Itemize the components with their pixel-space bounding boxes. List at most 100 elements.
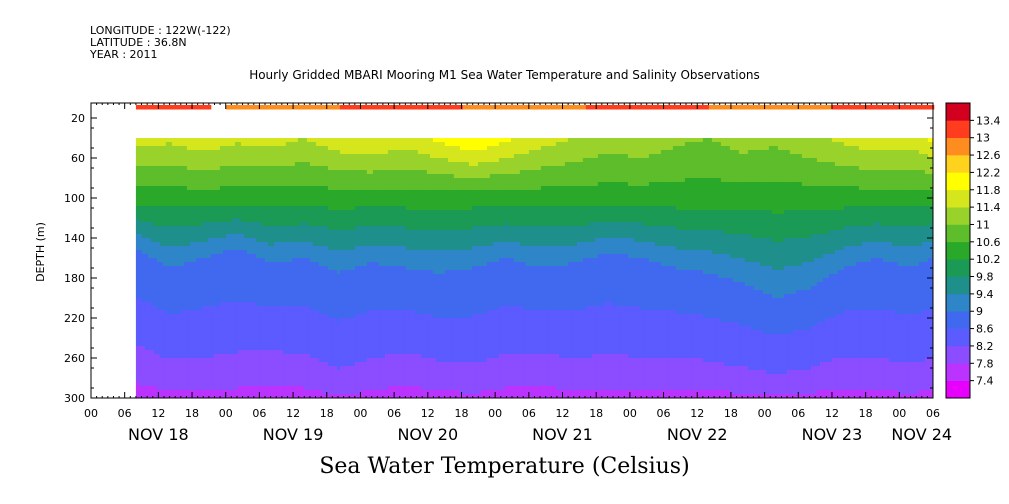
field-cell <box>241 142 244 146</box>
field-cell <box>205 230 208 234</box>
field-cell <box>289 186 292 190</box>
field-cell <box>163 238 166 242</box>
field-cell <box>208 202 211 206</box>
field-cell <box>160 346 163 350</box>
field-cell <box>292 378 295 382</box>
field-cell <box>310 262 313 266</box>
field-cell <box>199 302 202 306</box>
field-cell <box>226 230 229 234</box>
field-cell <box>208 370 211 374</box>
field-cell <box>364 326 367 330</box>
field-cell <box>319 346 322 350</box>
field-cell <box>175 174 178 178</box>
field-cell <box>280 218 283 222</box>
field-cell <box>337 198 340 202</box>
field-cell <box>205 330 208 334</box>
field-cell <box>160 190 163 194</box>
field-cell <box>295 274 298 278</box>
field-cell <box>169 350 172 354</box>
field-cell <box>301 226 304 230</box>
field-cell <box>289 230 292 234</box>
field-cell <box>256 278 259 282</box>
field-cell <box>184 218 187 222</box>
field-cell <box>265 286 268 290</box>
field-cell <box>241 150 244 154</box>
field-cell <box>229 250 232 254</box>
field-cell <box>220 234 223 238</box>
field-cell <box>316 322 319 326</box>
field-cell <box>295 382 298 386</box>
field-cell <box>211 306 214 310</box>
field-cell <box>346 338 349 342</box>
field-cell <box>187 274 190 278</box>
field-cell <box>358 170 361 174</box>
field-cell <box>304 174 307 178</box>
field-cell <box>334 170 337 174</box>
field-cell <box>208 354 211 358</box>
field-cell <box>190 158 193 162</box>
field-cell <box>328 170 331 174</box>
field-cell <box>181 370 184 374</box>
field-cell <box>277 234 280 238</box>
field-cell <box>253 266 256 270</box>
field-cell <box>199 306 202 310</box>
field-cell <box>235 374 238 378</box>
field-cell <box>187 330 190 334</box>
field-cell <box>184 342 187 346</box>
field-cell <box>178 362 181 366</box>
field-cell <box>214 330 217 334</box>
field-cell <box>256 182 259 186</box>
field-cell <box>172 306 175 310</box>
field-cell <box>181 258 184 262</box>
field-cell <box>163 162 166 166</box>
field-cell <box>262 362 265 366</box>
field-cell <box>259 250 262 254</box>
field-cell <box>193 282 196 286</box>
field-cell <box>346 314 349 318</box>
field-cell <box>268 250 271 254</box>
field-cell <box>151 154 154 158</box>
field-cell <box>274 214 277 218</box>
field-cell <box>346 322 349 326</box>
field-cell <box>181 374 184 378</box>
field-cell <box>349 362 352 366</box>
field-cell <box>322 142 325 146</box>
field-cell <box>325 274 328 278</box>
field-cell <box>226 358 229 362</box>
field-cell <box>238 266 241 270</box>
field-cell <box>304 222 307 226</box>
field-cell <box>154 150 157 154</box>
field-cell <box>163 146 166 150</box>
field-cell <box>322 266 325 270</box>
field-cell <box>157 358 160 362</box>
field-cell <box>220 322 223 326</box>
field-cell <box>253 382 256 386</box>
field-cell <box>178 234 181 238</box>
field-cell <box>352 158 355 162</box>
field-cell <box>361 230 364 234</box>
field-cell <box>235 334 238 338</box>
field-cell <box>343 214 346 218</box>
field-cell <box>178 170 181 174</box>
field-cell <box>148 390 151 394</box>
field-cell <box>163 174 166 178</box>
field-cell <box>289 362 292 366</box>
field-cell <box>208 242 211 246</box>
field-cell <box>166 270 169 274</box>
field-cell <box>145 238 148 242</box>
field-cell <box>253 182 256 186</box>
field-cell <box>262 354 265 358</box>
field-cell <box>346 226 349 230</box>
field-cell <box>235 178 238 182</box>
field-cell <box>247 390 250 394</box>
field-cell <box>328 354 331 358</box>
field-cell <box>214 290 217 294</box>
field-cell <box>274 282 277 286</box>
field-cell <box>310 234 313 238</box>
field-cell <box>196 214 199 218</box>
field-cell <box>274 326 277 330</box>
field-cell <box>217 222 220 226</box>
field-cell <box>142 390 145 394</box>
field-cell <box>265 234 268 238</box>
field-cell <box>160 158 163 162</box>
